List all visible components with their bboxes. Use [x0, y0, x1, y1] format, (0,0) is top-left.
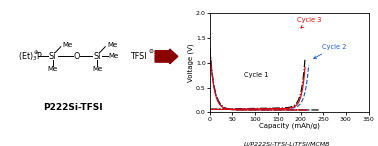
Text: Cycle 3: Cycle 3 [297, 17, 322, 28]
Y-axis label: Voltage (V): Voltage (V) [188, 44, 194, 82]
X-axis label: Capacity (mAh/g): Capacity (mAh/g) [259, 123, 320, 130]
Text: O: O [73, 52, 79, 61]
Text: Cycle 2: Cycle 2 [314, 44, 347, 59]
Text: ⊕: ⊕ [33, 50, 37, 55]
Text: TFSI: TFSI [130, 52, 146, 61]
Text: Me: Me [107, 42, 117, 48]
Text: Cycle 1: Cycle 1 [244, 72, 268, 78]
Text: Li/P222Si-TFSI-LiTFSI/MCMB: Li/P222Si-TFSI-LiTFSI/MCMB [244, 141, 330, 146]
Text: Me: Me [48, 66, 58, 72]
Text: Si: Si [93, 52, 101, 61]
Text: (Et)$_3$P: (Et)$_3$P [18, 50, 43, 63]
Text: Si: Si [49, 52, 56, 61]
Text: P222Si-TFSI: P222Si-TFSI [43, 103, 102, 112]
Text: Me: Me [109, 53, 119, 59]
Text: Me: Me [92, 66, 102, 72]
FancyArrow shape [155, 49, 178, 64]
Text: Me: Me [63, 42, 73, 48]
Text: ⊖: ⊖ [148, 49, 153, 54]
